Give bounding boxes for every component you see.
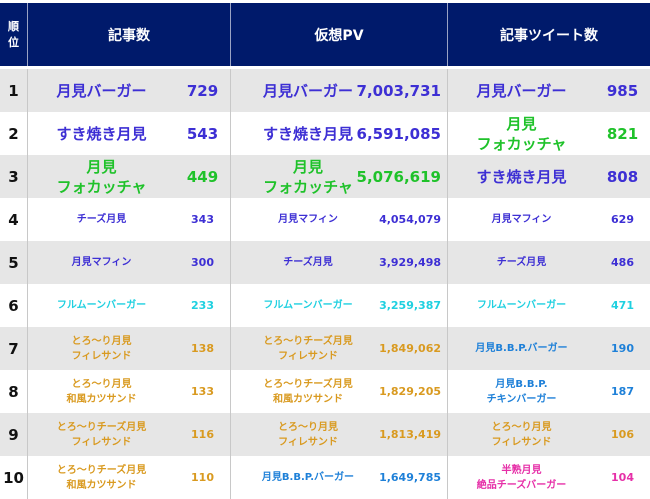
article-tweets-name: とろ～り月見 フィレサンド — [447, 413, 595, 456]
header-virtual-pv: 仮想PV — [230, 3, 447, 66]
article-tweets-value: 187 — [611, 384, 634, 398]
article-count-name: すき焼き月見 — [27, 112, 175, 155]
virtual-pv-value: 6,591,085 — [356, 124, 441, 143]
table-row: 5 月見マフィン 300 チーズ月見 3,929,498 チーズ月見 486 — [0, 241, 650, 284]
article-tweets-value: 821 — [606, 124, 639, 143]
header-rank: 順 位 — [8, 19, 19, 49]
table-row: 6 フルムーンバーガー 233 フルムーンバーガー 3,259,387 フルムーンバーガー… — [0, 284, 650, 327]
article-tweets-value: 629 — [611, 212, 634, 226]
article-count-value: 543 — [186, 124, 219, 143]
article-count-name: とろ～り月見 フィレサンド — [27, 327, 175, 370]
article-count-name: フルムーンバーガー — [27, 284, 175, 327]
table-row: 1 月見バーガー 729 月見バーガー 7,003,731 月見バーガー 985 — [0, 69, 650, 112]
rank-cell: 1 — [8, 81, 19, 100]
virtual-pv-value: 1,813,419 — [379, 427, 441, 441]
virtual-pv-value: 1,849,062 — [379, 341, 441, 355]
article-tweets-name: すき焼き月見 — [447, 155, 595, 198]
article-tweets-name: 月見マフィン — [447, 198, 595, 241]
virtual-pv-name: とろ～り月見 フィレサンド — [230, 413, 385, 456]
article-count-value: 300 — [191, 255, 214, 269]
virtual-pv-name: フルムーンバーガー — [230, 284, 385, 327]
header-article-tweets: 記事ツイート数 — [447, 3, 650, 66]
table-row: 9 とろ～りチーズ月見 フィレサンド 116 とろ～り月見 フィレサンド 1,813,4… — [0, 413, 650, 456]
article-tweets-value: 486 — [611, 255, 634, 269]
article-count-name: 月見バーガー — [27, 69, 175, 112]
virtual-pv-name: 月見B.B.P.バーガー — [230, 456, 385, 499]
table-row: 3 月見 フォカッチャ 449 月見 フォカッチャ 5,076,619 すき焼き月見 808 — [0, 155, 650, 198]
rank-cell: 8 — [8, 382, 19, 401]
article-tweets-name: フルムーンバーガー — [447, 284, 595, 327]
table-header: 順 位 記事数 仮想PV 記事ツイート数 — [0, 3, 650, 66]
article-tweets-name: 月見B.B.P.バーガー — [447, 327, 595, 370]
virtual-pv-name: チーズ月見 — [230, 241, 385, 284]
article-count-name: チーズ月見 — [27, 198, 175, 241]
virtual-pv-name: とろ～りチーズ月見 フィレサンド — [230, 327, 385, 370]
article-count-name: とろ～りチーズ月見 フィレサンド — [27, 413, 175, 456]
article-count-name: 月見 フォカッチャ — [27, 155, 175, 198]
rank-cell: 3 — [8, 167, 19, 186]
ranking-table: 順 位 記事数 仮想PV 記事ツイート数 1 月見バーガー 729 月見バーガー 7,0… — [0, 3, 650, 499]
article-count-value: 233 — [191, 298, 214, 312]
table-row: 8 とろ～り月見 和風カツサンド 133 とろ～りチーズ月見 和風カツサンド 1,829… — [0, 370, 650, 413]
virtual-pv-value: 4,054,079 — [379, 212, 441, 226]
article-tweets-value: 985 — [606, 81, 639, 100]
article-tweets-name: 月見バーガー — [447, 69, 595, 112]
virtual-pv-value: 3,259,387 — [379, 298, 441, 312]
article-count-name: 月見マフィン — [27, 241, 175, 284]
virtual-pv-name: とろ～りチーズ月見 和風カツサンド — [230, 370, 385, 413]
virtual-pv-value: 1,829,205 — [379, 384, 441, 398]
article-tweets-name: 月見 フォカッチャ — [447, 112, 595, 155]
article-count-value: 343 — [191, 212, 214, 226]
rank-cell: 7 — [8, 339, 19, 358]
article-count-value: 110 — [191, 470, 214, 484]
rank-cell: 2 — [8, 124, 19, 143]
article-tweets-name: チーズ月見 — [447, 241, 595, 284]
article-count-value: 449 — [186, 167, 219, 186]
article-count-name: とろ～りチーズ月見 和風カツサンド — [27, 456, 175, 499]
table-row: 10 とろ～りチーズ月見 和風カツサンド 110 月見B.B.P.バーガー 1,649,… — [0, 456, 650, 499]
article-count-value: 133 — [191, 384, 214, 398]
table-row: 2 すき焼き月見 543 すき焼き月見 6,591,085 月見 フォカッチャ 821 — [0, 112, 650, 155]
article-tweets-value: 808 — [606, 167, 639, 186]
table-row: 7 とろ～り月見 フィレサンド 138 とろ～りチーズ月見 フィレサンド 1,849,0… — [0, 327, 650, 370]
article-tweets-name: 月見B.B.P. チキンバーガー — [447, 370, 595, 413]
virtual-pv-value: 5,076,619 — [356, 167, 441, 186]
virtual-pv-value: 1,649,785 — [379, 470, 441, 484]
article-tweets-name: 半熟月見 絶品チーズバーガー — [447, 456, 595, 499]
article-tweets-value: 190 — [611, 341, 634, 355]
rank-cell: 4 — [8, 210, 19, 229]
article-count-name: とろ～り月見 和風カツサンド — [27, 370, 175, 413]
virtual-pv-name: 月見 フォカッチャ — [230, 155, 385, 198]
rank-cell: 6 — [8, 296, 19, 315]
rank-cell: 10 — [3, 468, 24, 487]
article-count-value: 116 — [191, 427, 214, 441]
rank-cell: 5 — [8, 253, 19, 272]
table-body: 1 月見バーガー 729 月見バーガー 7,003,731 月見バーガー 985 2 すき焼き月… — [0, 69, 650, 499]
virtual-pv-name: 月見マフィン — [230, 198, 385, 241]
article-count-value: 138 — [191, 341, 214, 355]
article-tweets-value: 104 — [611, 470, 634, 484]
virtual-pv-value: 7,003,731 — [356, 81, 441, 100]
virtual-pv-name: 月見バーガー — [230, 69, 385, 112]
header-article-count: 記事数 — [27, 3, 230, 66]
article-tweets-value: 471 — [611, 298, 634, 312]
article-tweets-value: 106 — [611, 427, 634, 441]
virtual-pv-value: 3,929,498 — [379, 255, 441, 269]
article-count-value: 729 — [186, 81, 219, 100]
rank-cell: 9 — [8, 425, 19, 444]
table-row: 4 チーズ月見 343 月見マフィン 4,054,079 月見マフィン 629 — [0, 198, 650, 241]
virtual-pv-name: すき焼き月見 — [230, 112, 385, 155]
